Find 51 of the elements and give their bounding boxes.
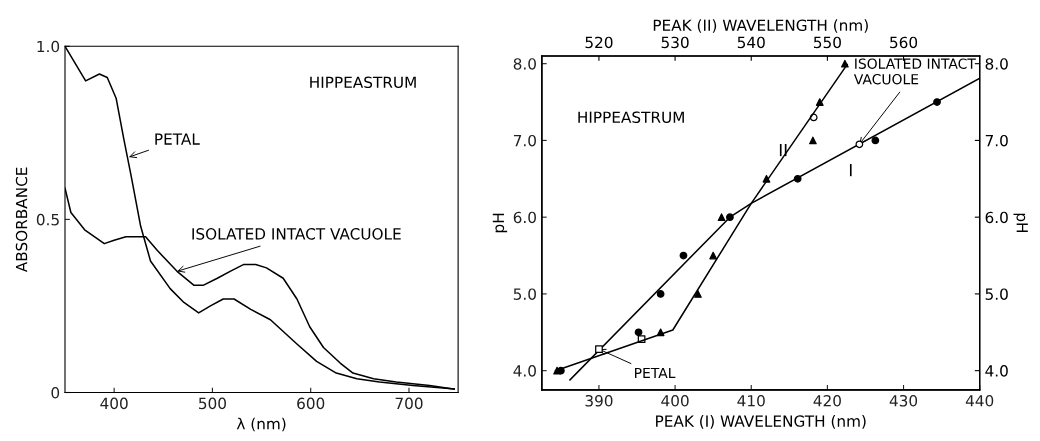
y-tick-label: 8.0 (513, 58, 536, 70)
annotation: HIPPEASTRUM (310, 76, 416, 89)
annotation: I (849, 164, 852, 177)
y2-tick-label: 5.0 (985, 288, 1008, 300)
y-tick-label: 7.0 (513, 134, 536, 147)
point (793, 174, 802, 183)
x-tick-label: 500 (199, 397, 226, 410)
y2-tick-label: 4.0 (985, 365, 1008, 377)
annotation: PETAL (635, 367, 676, 378)
x-tick-label: 400 (100, 397, 128, 410)
x-axis-title: λ (nm) (236, 417, 286, 432)
annotation: PETAL (155, 133, 200, 145)
point (679, 251, 688, 260)
annotation: II (779, 144, 787, 157)
y-tick-label: 6.0 (513, 211, 536, 224)
x2-tick-label: 540 (737, 36, 765, 49)
y-tick-label: 4.0 (513, 365, 536, 377)
point (933, 98, 941, 106)
x-tick-label: 430 (889, 394, 918, 407)
x-axis-title: PEAK (I) WAVELENGTH (nm) (656, 415, 866, 429)
y2-tick-label: 8.0 (985, 58, 1008, 70)
point (855, 140, 864, 149)
point (656, 290, 665, 298)
annotation: HIPPEASTRUM (578, 111, 684, 123)
x2-axis-title: PEAK (II) WAVELENGTH (nm) (653, 19, 868, 33)
x-tick-label: 420 (813, 394, 841, 407)
y2-axis-title: pH (1013, 213, 1028, 233)
y-tick-label: 0 (51, 386, 60, 399)
y-axis-title: ABSORBANCE (15, 167, 28, 273)
x-tick-label: 390 (585, 394, 613, 407)
x2-tick-label: 550 (813, 36, 841, 49)
x2-tick-label: 560 (890, 36, 918, 49)
y2-tick-label: 6.0 (985, 211, 1008, 224)
annotation: ISOLATED INTACT VACUOLE (192, 228, 401, 240)
point (871, 136, 880, 145)
x-tick-label: 600 (297, 397, 325, 410)
y-tick-label: 0.5 (36, 213, 59, 226)
x-tick-label: 700 (395, 397, 423, 410)
point (726, 213, 734, 222)
annotation: ISOLATED INTACT VACUOLE (853, 58, 976, 85)
y2-tick-label: 7.0 (985, 134, 1008, 147)
point (634, 328, 643, 337)
y-tick-label: 1.0 (37, 40, 60, 53)
point (595, 345, 603, 354)
y-axis-title: pH (492, 213, 508, 233)
x-tick-label: 400 (661, 394, 689, 407)
x2-tick-label: 520 (585, 36, 613, 49)
x2-tick-label: 530 (661, 36, 689, 49)
x-tick-label: 410 (737, 394, 765, 407)
y-tick-label: 5.0 (513, 288, 536, 300)
x-tick-label: 440 (965, 394, 994, 407)
